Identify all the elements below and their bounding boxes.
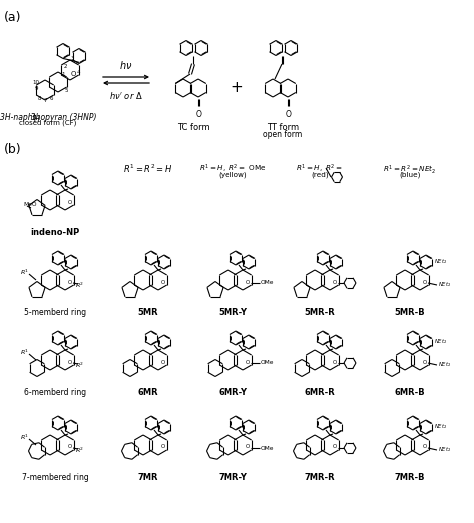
Text: 3: 3 xyxy=(70,55,74,61)
Text: OMe: OMe xyxy=(261,360,274,366)
Text: +: + xyxy=(231,81,243,96)
Text: OMe: OMe xyxy=(261,280,274,286)
Text: 3H-naphthopyran (3HNP): 3H-naphthopyran (3HNP) xyxy=(0,113,96,122)
Text: O: O xyxy=(68,199,72,204)
Text: open form: open form xyxy=(264,130,302,139)
Text: $H$: $H$ xyxy=(33,113,41,124)
Text: indeno-NP: indeno-NP xyxy=(30,228,80,237)
Text: $NEt_2$: $NEt_2$ xyxy=(434,337,447,346)
Text: O: O xyxy=(423,445,427,449)
Text: 10: 10 xyxy=(33,81,39,85)
Text: O: O xyxy=(246,445,250,449)
Text: 6MR: 6MR xyxy=(137,388,158,397)
Text: $R^2$: $R^2$ xyxy=(75,360,84,370)
Text: $R^2$: $R^2$ xyxy=(75,446,84,454)
Text: 2: 2 xyxy=(64,64,67,70)
Text: O: O xyxy=(70,71,76,77)
Text: O: O xyxy=(423,359,427,365)
Text: 6-memberd ring: 6-memberd ring xyxy=(24,388,86,397)
Text: O: O xyxy=(68,279,72,285)
Text: 6: 6 xyxy=(49,97,53,101)
Text: $R^1$: $R^1$ xyxy=(20,433,29,441)
Text: 5MR: 5MR xyxy=(137,308,158,317)
Text: 5-memberd ring: 5-memberd ring xyxy=(24,308,86,317)
Text: $NEt_2$: $NEt_2$ xyxy=(434,423,447,431)
Text: O: O xyxy=(161,445,165,449)
Text: 7MR-Y: 7MR-Y xyxy=(219,473,247,482)
Text: 4: 4 xyxy=(77,70,81,74)
Text: 5MR-R: 5MR-R xyxy=(305,308,336,317)
Text: 7-membered ring: 7-membered ring xyxy=(22,473,88,482)
Text: 5: 5 xyxy=(65,87,68,93)
Text: 7MR-R: 7MR-R xyxy=(305,473,335,482)
Text: 5MR-B: 5MR-B xyxy=(395,308,425,317)
Text: O: O xyxy=(246,359,250,365)
Text: O: O xyxy=(68,359,72,365)
Text: $NEt_2$: $NEt_2$ xyxy=(438,280,451,289)
Text: O: O xyxy=(286,110,292,119)
Text: MeO: MeO xyxy=(23,202,36,208)
Text: O: O xyxy=(423,279,427,285)
Text: $R^1 = R^2 = NEt_2$: $R^1 = R^2 = NEt_2$ xyxy=(383,163,437,176)
Text: 7: 7 xyxy=(43,98,47,104)
Text: TT form: TT form xyxy=(267,123,299,132)
Text: 7MR-B: 7MR-B xyxy=(395,473,425,482)
Text: (yellow): (yellow) xyxy=(219,172,247,178)
Text: O: O xyxy=(161,359,165,365)
Text: 7MR: 7MR xyxy=(138,473,158,482)
Text: O: O xyxy=(333,359,337,365)
Text: $R^1$: $R^1$ xyxy=(20,347,29,357)
Text: (red): (red) xyxy=(311,172,329,178)
Text: O: O xyxy=(196,110,201,119)
Text: O: O xyxy=(333,445,337,449)
Text: O: O xyxy=(246,279,250,285)
Text: (blue): (blue) xyxy=(399,172,421,178)
Text: closed form (CF): closed form (CF) xyxy=(19,120,77,127)
Text: $R^1 = H,\ R^2 = $ OMe: $R^1 = H,\ R^2 = $ OMe xyxy=(199,163,267,175)
Text: $R^1 = R^2 = H$: $R^1 = R^2 = H$ xyxy=(123,163,173,175)
Text: O: O xyxy=(161,279,165,285)
Text: 6MR-B: 6MR-B xyxy=(395,388,425,397)
Text: $R^1 = H,\ R^2 = $: $R^1 = H,\ R^2 = $ xyxy=(297,163,344,175)
Text: (b): (b) xyxy=(4,143,22,156)
Text: 6MR-Y: 6MR-Y xyxy=(219,388,247,397)
Text: $R^1$: $R^1$ xyxy=(20,267,29,277)
Text: $NEt_2$: $NEt_2$ xyxy=(434,257,447,266)
Text: 3: 3 xyxy=(30,113,35,122)
Text: 9: 9 xyxy=(35,85,38,90)
Text: (a): (a) xyxy=(4,11,21,24)
Text: O: O xyxy=(333,279,337,285)
Text: 5MR-Y: 5MR-Y xyxy=(219,308,247,317)
Text: $h\nu$: $h\nu$ xyxy=(119,59,133,71)
Text: 1: 1 xyxy=(62,73,65,77)
Text: OMe: OMe xyxy=(261,446,274,450)
Text: $NEt_2$: $NEt_2$ xyxy=(438,446,451,454)
Text: O: O xyxy=(68,445,72,449)
Text: TC form: TC form xyxy=(177,123,210,132)
Text: $NEt_2$: $NEt_2$ xyxy=(438,360,451,369)
Text: $h\nu'$ or $\Delta$: $h\nu'$ or $\Delta$ xyxy=(109,90,143,101)
Text: 8: 8 xyxy=(37,97,41,101)
Text: $R^2$: $R^2$ xyxy=(75,280,84,290)
Text: 6MR-R: 6MR-R xyxy=(305,388,336,397)
